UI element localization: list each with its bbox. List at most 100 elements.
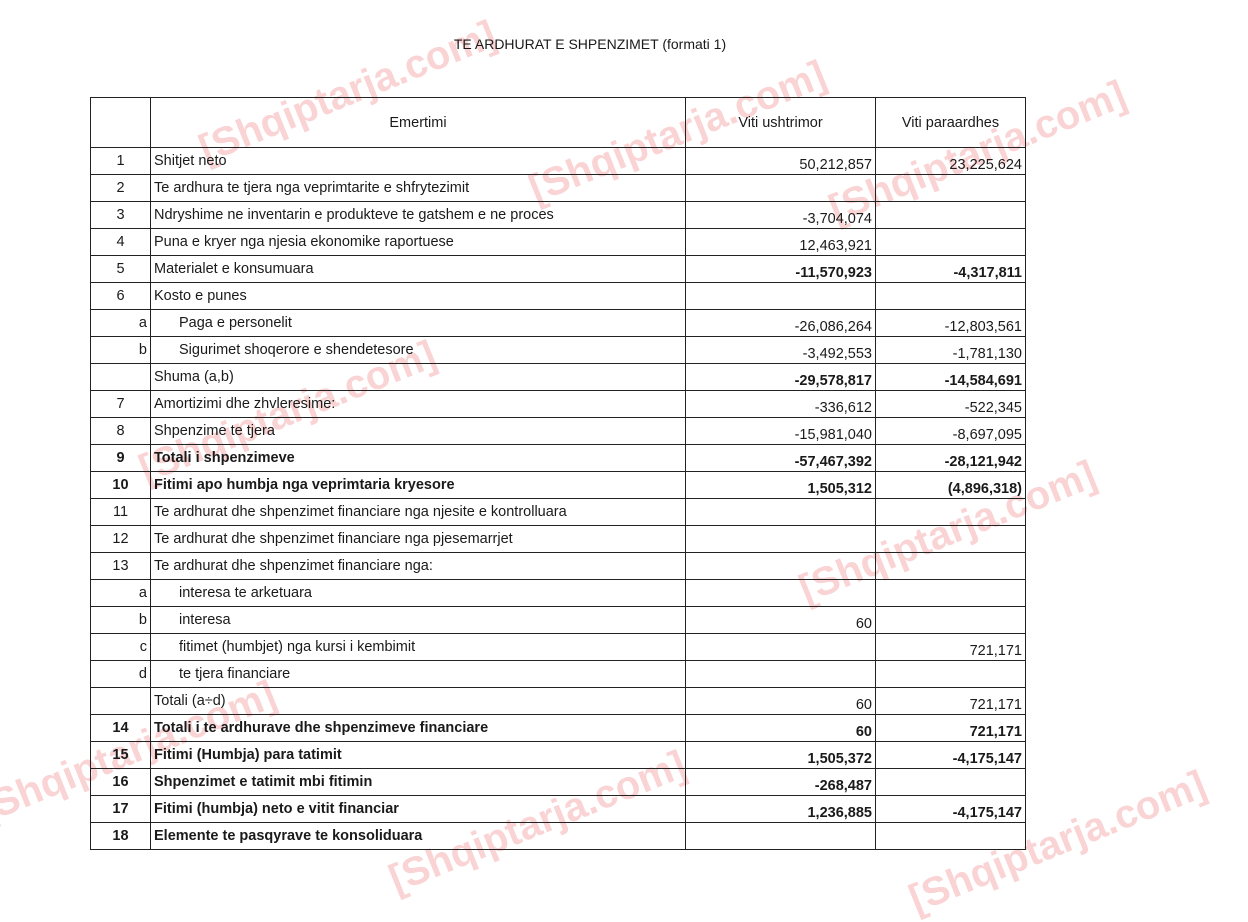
current-year-value — [685, 525, 876, 553]
row-number: 15 — [90, 741, 151, 769]
table-row: b interesa 60 — [90, 606, 1026, 634]
current-year-value: -57,467,392 — [685, 444, 876, 472]
current-year-value: 60 — [685, 687, 876, 715]
current-year-value: 60 — [685, 606, 876, 634]
row-label: Fitimi apo humbja nga veprimtaria kryeso… — [150, 471, 686, 499]
table-row: 1 Shitjet neto 50,212,857 23,225,624 — [90, 147, 1026, 175]
row-label: Shitjet neto — [150, 147, 686, 175]
current-year-value — [685, 579, 876, 607]
previous-year-value — [875, 525, 1026, 553]
row-number: 12 — [90, 525, 151, 553]
row-number: 9 — [90, 444, 151, 472]
table-row: 7 Amortizimi dhe zhvleresime: -336,612 -522… — [90, 390, 1026, 418]
row-label: Materialet e konsumuara — [150, 255, 686, 283]
income-statement-table: Emertimi Viti ushtrimor Viti paraardhes … — [90, 97, 1026, 850]
current-year-value: 60 — [685, 714, 876, 742]
previous-year-value — [875, 822, 1026, 850]
row-label: Fitimi (Humbja) para tatimit — [150, 741, 686, 769]
row-label: Puna e kryer nga njesia ekonomike raport… — [150, 228, 686, 256]
row-label: Elemente te pasqyrave te konsoliduara — [150, 822, 686, 850]
row-number: b — [90, 606, 151, 634]
current-year-value: -3,704,074 — [685, 201, 876, 229]
row-number: 11 — [90, 498, 151, 526]
table-row: 18 Elemente te pasqyrave te konsoliduara — [90, 822, 1026, 850]
row-number: 6 — [90, 282, 151, 310]
table-row: 6 Kosto e punes — [90, 282, 1026, 310]
table-row: 12 Te ardhurat dhe shpenzimet financiare … — [90, 525, 1026, 553]
previous-year-value — [875, 552, 1026, 580]
row-number: 16 — [90, 768, 151, 796]
row-label: Ndryshime ne inventarin e produkteve te … — [150, 201, 686, 229]
table-row: 10 Fitimi apo humbja nga veprimtaria krye… — [90, 471, 1026, 499]
table-row: 16 Shpenzimet e tatimit mbi fitimin -268,4… — [90, 768, 1026, 796]
previous-year-value: (4,896,318) — [875, 471, 1026, 499]
row-number: 8 — [90, 417, 151, 445]
previous-year-value — [875, 579, 1026, 607]
current-year-value — [685, 174, 876, 202]
previous-year-value: -8,697,095 — [875, 417, 1026, 445]
row-number: a — [90, 309, 151, 337]
row-label: Totali (a÷d) — [150, 687, 686, 715]
previous-year-value: -12,803,561 — [875, 309, 1026, 337]
table-row: 13 Te ardhurat dhe shpenzimet financiare … — [90, 552, 1026, 580]
table-row: 9 Totali i shpenzimeve -57,467,392 -28,121,… — [90, 444, 1026, 472]
previous-year-value: -4,175,147 — [875, 741, 1026, 769]
current-year-value: -11,570,923 — [685, 255, 876, 283]
table-row: a interesa te arketuara — [90, 579, 1026, 607]
previous-year-value: -4,317,811 — [875, 255, 1026, 283]
current-year-value — [685, 822, 876, 850]
previous-year-value — [875, 174, 1026, 202]
previous-year-value: 23,225,624 — [875, 147, 1026, 175]
row-label: Totali i shpenzimeve — [150, 444, 686, 472]
previous-year-value — [875, 768, 1026, 796]
row-label: Shuma (a,b) — [150, 363, 686, 391]
previous-year-value: -1,781,130 — [875, 336, 1026, 364]
table-row: 8 Shpenzime te tjera -15,981,040 -8,697,095 — [90, 417, 1026, 445]
row-number: 1 — [90, 147, 151, 175]
row-number — [90, 363, 151, 391]
row-number: c — [90, 633, 151, 661]
row-label: Kosto e punes — [150, 282, 686, 310]
row-label: Te ardhurat dhe shpenzimet financiare ng… — [150, 498, 686, 526]
table-row: 14 Totali i te ardhurave dhe shpenzimeve … — [90, 714, 1026, 742]
previous-year-value: 721,171 — [875, 633, 1026, 661]
previous-year-value: 721,171 — [875, 714, 1026, 742]
header-current-year: Viti ushtrimor — [685, 97, 876, 148]
table-row: 15 Fitimi (Humbja) para tatimit 1,505,372-… — [90, 741, 1026, 769]
row-number: 17 — [90, 795, 151, 823]
row-label: Te ardhura te tjera nga veprimtarite e s… — [150, 174, 686, 202]
current-year-value: 12,463,921 — [685, 228, 876, 256]
table-row: a Paga e personelit -26,086,264 -12,803,561 — [90, 309, 1026, 337]
table-row: Totali (a÷d) 60 721,171 — [90, 687, 1026, 715]
row-label: te tjera financiare — [150, 660, 686, 688]
previous-year-value: -4,175,147 — [875, 795, 1026, 823]
current-year-value — [685, 552, 876, 580]
row-label: Paga e personelit — [150, 309, 686, 337]
previous-year-value — [875, 498, 1026, 526]
previous-year-value — [875, 606, 1026, 634]
row-number: a — [90, 579, 151, 607]
table-row: d te tjera financiare — [90, 660, 1026, 688]
previous-year-value: -28,121,942 — [875, 444, 1026, 472]
table-row: 11 Te ardhurat dhe shpenzimet financiare … — [90, 498, 1026, 526]
previous-year-value — [875, 660, 1026, 688]
current-year-value — [685, 498, 876, 526]
row-label: interesa te arketuara — [150, 579, 686, 607]
table-row: 5 Materialet e konsumuara -11,570,923 -4,31… — [90, 255, 1026, 283]
current-year-value: -26,086,264 — [685, 309, 876, 337]
row-label: fitimet (humbjet) nga kursi i kembimit — [150, 633, 686, 661]
table-row: Shuma (a,b) -29,578,817 -14,584,691 — [90, 363, 1026, 391]
row-label: Shpenzimet e tatimit mbi fitimin — [150, 768, 686, 796]
row-number: 5 — [90, 255, 151, 283]
header-name: Emertimi — [150, 97, 686, 148]
current-year-value: 1,505,372 — [685, 741, 876, 769]
current-year-value: -3,492,553 — [685, 336, 876, 364]
current-year-value: 1,505,312 — [685, 471, 876, 499]
row-number: 18 — [90, 822, 151, 850]
table-header: Emertimi Viti ushtrimor Viti paraardhes — [90, 97, 1026, 148]
row-number: d — [90, 660, 151, 688]
table-row: 3 Ndryshime ne inventarin e produkteve te… — [90, 201, 1026, 229]
row-number: 4 — [90, 228, 151, 256]
previous-year-value: -522,345 — [875, 390, 1026, 418]
current-year-value: -336,612 — [685, 390, 876, 418]
